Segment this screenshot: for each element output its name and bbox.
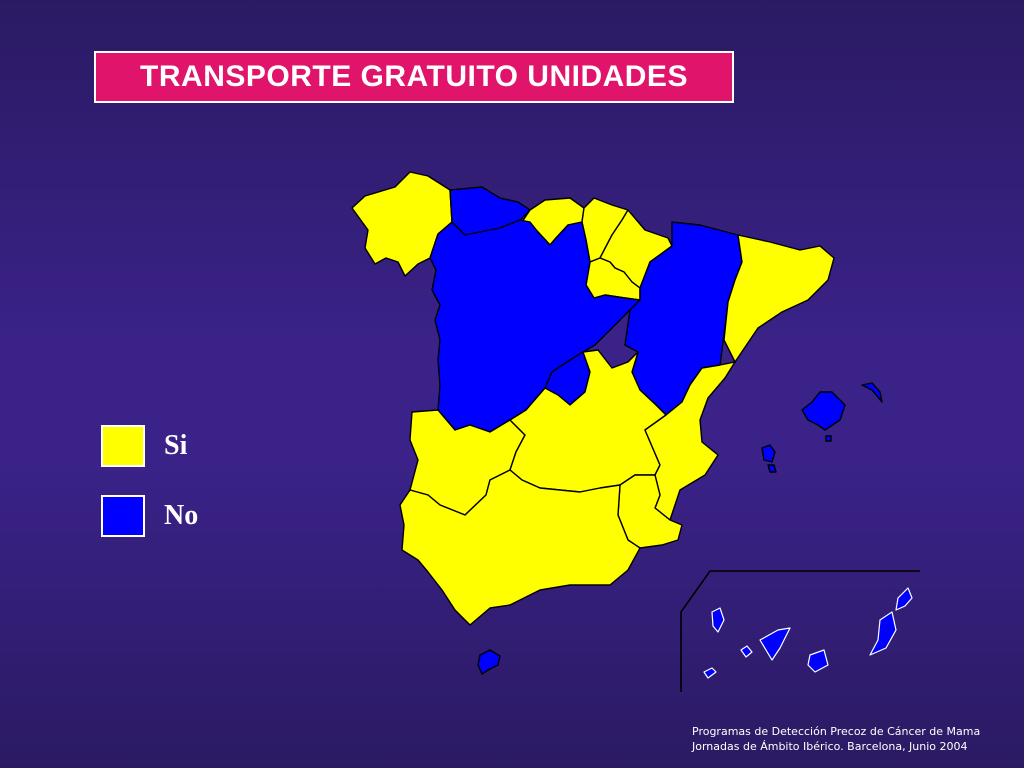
region-castilla-leon (429, 219, 641, 433)
region-cataluna (723, 234, 835, 363)
region-canarias-fuerteventura (869, 611, 897, 656)
region-canarias-tenerife (759, 627, 791, 661)
region-canarias-la-gomera (740, 645, 753, 658)
region-ceuta (477, 649, 501, 675)
legend-label-si: Si (164, 430, 188, 461)
region-canarias-gran-canaria (807, 649, 829, 673)
footer-line-2: Jornadas de Ámbito Ibérico. Barcelona, J… (692, 740, 968, 753)
region-canarias-lanzarote (895, 587, 913, 611)
footer-credits: Programas de Detección Precoz de Cáncer … (692, 724, 980, 754)
region-baleares-mallorca (801, 391, 846, 431)
legend-item-si: Si (101, 425, 187, 467)
region-baleares-cabrera (825, 435, 832, 442)
region-baleares-ibiza (761, 444, 776, 463)
region-canarias-el-hierro (703, 667, 717, 679)
legend-label-no: No (164, 500, 199, 531)
region-andalucia (399, 469, 641, 626)
footer-line-1: Programas de Detección Precoz de Cáncer … (692, 725, 981, 738)
region-baleares-formentera (767, 464, 777, 473)
canarias-inset-frame (680, 570, 920, 692)
legend-item-no: No (101, 495, 198, 537)
legend-swatch-si (101, 425, 145, 467)
slide-title: TRANSPORTE GRATUITO UNIDADES (140, 60, 688, 93)
canarias-inset (680, 570, 920, 692)
slide-title-box: TRANSPORTE GRATUITO UNIDADES (94, 51, 734, 103)
legend-swatch-no (101, 495, 145, 537)
region-baleares-menorca (861, 382, 883, 403)
region-canarias-la-palma (711, 607, 725, 633)
